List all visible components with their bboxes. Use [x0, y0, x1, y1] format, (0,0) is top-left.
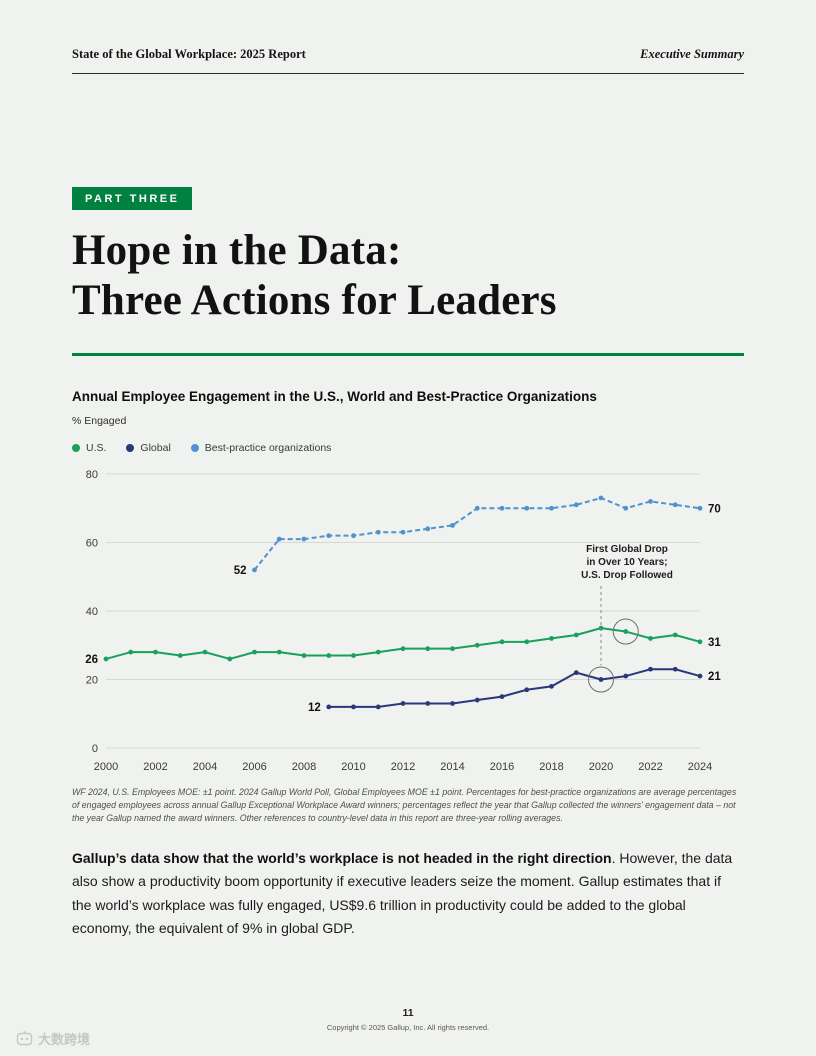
legend-dot-us-icon: [72, 443, 80, 452]
svg-text:2012: 2012: [391, 761, 415, 773]
svg-text:U.S. Drop Followed: U.S. Drop Followed: [581, 570, 673, 581]
svg-text:2024: 2024: [688, 761, 712, 773]
part-three-badge: PART THREE: [72, 187, 193, 210]
engagement-line-chart: 0 20 40 60 80 2000 2002 2004 2006 2008 2010 2012 201…: [85, 469, 721, 773]
legend-dot-global-icon: [126, 443, 135, 452]
legend-label-best-practice: Best-practice organizations: [204, 441, 332, 454]
svg-text:2006: 2006: [242, 761, 266, 773]
svg-text:2004: 2004: [193, 761, 217, 773]
watermark-logo-icon: [16, 1031, 33, 1046]
body-paragraph: Gallup’s data show that the world’s work…: [72, 847, 744, 941]
body-rest-text: . However, the data also show a producti…: [72, 849, 733, 937]
legend-dot-best-practice-icon: [190, 443, 199, 452]
report-title: State of the Global Workplace: 2025 Repo…: [72, 47, 306, 61]
svg-text:80: 80: [86, 469, 98, 481]
chart-section: Annual Employee Engagement in the U.S., …: [72, 389, 744, 778]
copyright-line: Copyright © 2025 Gallup, Inc. All rights…: [326, 1023, 490, 1032]
svg-text:40: 40: [86, 606, 98, 618]
svg-text:20: 20: [86, 674, 98, 686]
svg-text:2018: 2018: [539, 761, 563, 773]
svg-text:2000: 2000: [94, 761, 118, 773]
part-badge-row: PART THREE: [72, 187, 744, 210]
svg-text:2022: 2022: [638, 761, 662, 773]
legend-item-best-practice: Best-practice organizations: [190, 441, 332, 454]
chart-y-axis-label: % Engaged: [72, 414, 127, 427]
legend-label-us: U.S.: [86, 441, 107, 454]
svg-text:2002: 2002: [143, 761, 167, 773]
svg-text:2016: 2016: [490, 761, 514, 773]
page-number: 11: [402, 1007, 414, 1019]
page-title-line2: Three Actions for Leaders: [72, 276, 557, 324]
page-title: Hope in the Data: Three Actions for Lead…: [72, 226, 744, 326]
svg-text:2014: 2014: [440, 761, 464, 773]
chart-legend: U.S. Global Best-practice organizations: [72, 442, 744, 454]
svg-text:in Over 10 Years;: in Over 10 Years;: [587, 557, 668, 568]
svg-text:0: 0: [92, 743, 98, 755]
svg-text:12: 12: [308, 702, 321, 714]
chart-title: Annual Employee Engagement in the U.S., …: [72, 388, 597, 404]
svg-text:60: 60: [86, 537, 98, 549]
svg-text:21: 21: [708, 671, 721, 683]
watermark-text: 大数跨境: [38, 1032, 91, 1047]
legend-label-global: Global: [140, 441, 171, 454]
legend-item-us: U.S.: [72, 442, 106, 454]
svg-text:26: 26: [85, 654, 98, 666]
page-title-line1: Hope in the Data:: [72, 227, 402, 274]
header-section-label: Executive Summary: [640, 47, 744, 61]
legend-item-global: Global: [126, 441, 171, 454]
report-header: State of the Global Workplace: 2025 Repo…: [72, 47, 744, 74]
svg-text:31: 31: [708, 637, 721, 649]
green-divider: [72, 352, 744, 356]
svg-text:2010: 2010: [341, 761, 365, 773]
page-footer: 11 Copyright © 2025 Gallup, Inc. All rig…: [0, 1007, 816, 1032]
body-bold-statement: Gallup’s data show that the world’s work…: [72, 849, 612, 866]
svg-text:2020: 2020: [589, 761, 613, 773]
watermark: 大数跨境: [16, 1029, 90, 1048]
svg-text:First Global Drop: First Global Drop: [586, 544, 668, 555]
svg-text:70: 70: [708, 503, 721, 515]
chart-footnote: WF 2024, U.S. Employees MOE: ±1 point. 2…: [72, 786, 737, 824]
svg-text:52: 52: [234, 565, 247, 577]
svg-text:2008: 2008: [292, 761, 316, 773]
